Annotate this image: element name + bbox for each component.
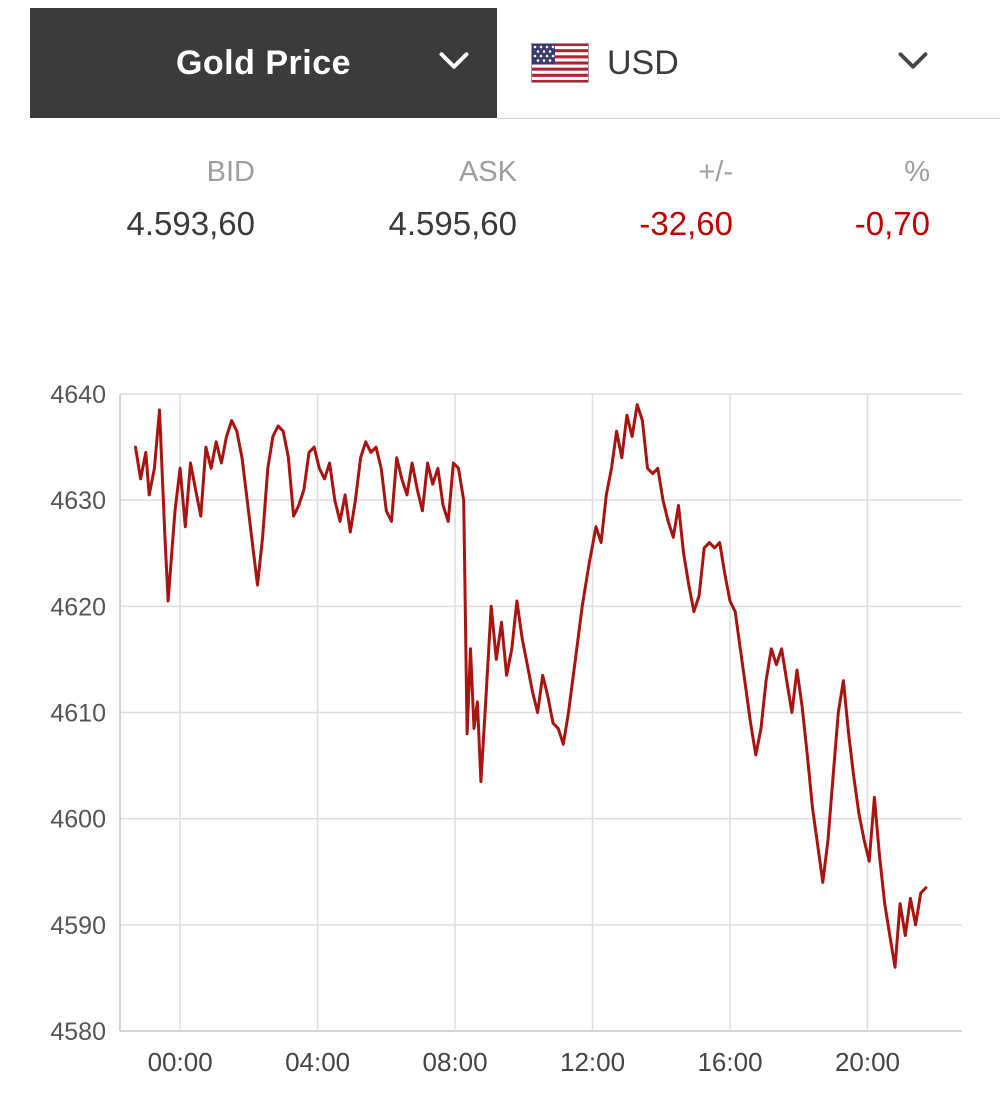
x-tick-label: 20:00: [835, 1047, 900, 1077]
change-value: -32,60: [639, 205, 733, 242]
x-tick-label: 08:00: [423, 1047, 488, 1077]
chart-area: 4580 4590 4600 4610 4620 4630 4640 00:00 04:00 08…: [0, 361, 1000, 1088]
x-tick-label: 04:00: [285, 1047, 350, 1077]
currency-dropdown[interactable]: USD: [497, 8, 1000, 119]
y-tick-label: 4630: [50, 487, 106, 515]
chevron-down-icon: [439, 52, 469, 75]
x-tick-label: 16:00: [697, 1047, 762, 1077]
instrument-label: Gold Price: [175, 43, 352, 82]
y-tick-label: 4620: [50, 593, 106, 621]
bid-value: 4.593,60: [126, 205, 255, 242]
y-tick-label: 4600: [50, 806, 106, 834]
x-tick-label: 12:00: [560, 1047, 625, 1077]
price-chart[interactable]: 4580 4590 4600 4610 4620 4630 4640 00:00 04:00 08…: [0, 361, 1000, 1088]
y-tick-label: 4610: [50, 700, 106, 728]
change-pct-header: %: [904, 156, 930, 188]
ask-header: ASK: [458, 156, 517, 188]
header: Gold Price: [30, 8, 1000, 119]
change-pct-value: -0,70: [854, 205, 930, 242]
y-tick-label: 4580: [50, 1018, 106, 1046]
x-tick-label: 00:00: [148, 1047, 213, 1077]
y-tick-label: 4590: [50, 912, 106, 940]
chevron-down-icon: [898, 52, 928, 75]
us-flag-icon: [531, 43, 589, 83]
change-header: +/-: [698, 156, 733, 188]
instrument-dropdown[interactable]: Gold Price: [30, 8, 497, 118]
bid-header: BID: [206, 156, 255, 188]
ask-value: 4.595,60: [388, 205, 517, 242]
quote-strip: BID ASK +/- % 4.593,60 4.595,60 -32,60 -…: [15, 156, 1000, 243]
currency-label: USD: [607, 43, 679, 82]
y-tick-label: 4640: [50, 381, 106, 409]
price-line: [134, 403, 928, 969]
